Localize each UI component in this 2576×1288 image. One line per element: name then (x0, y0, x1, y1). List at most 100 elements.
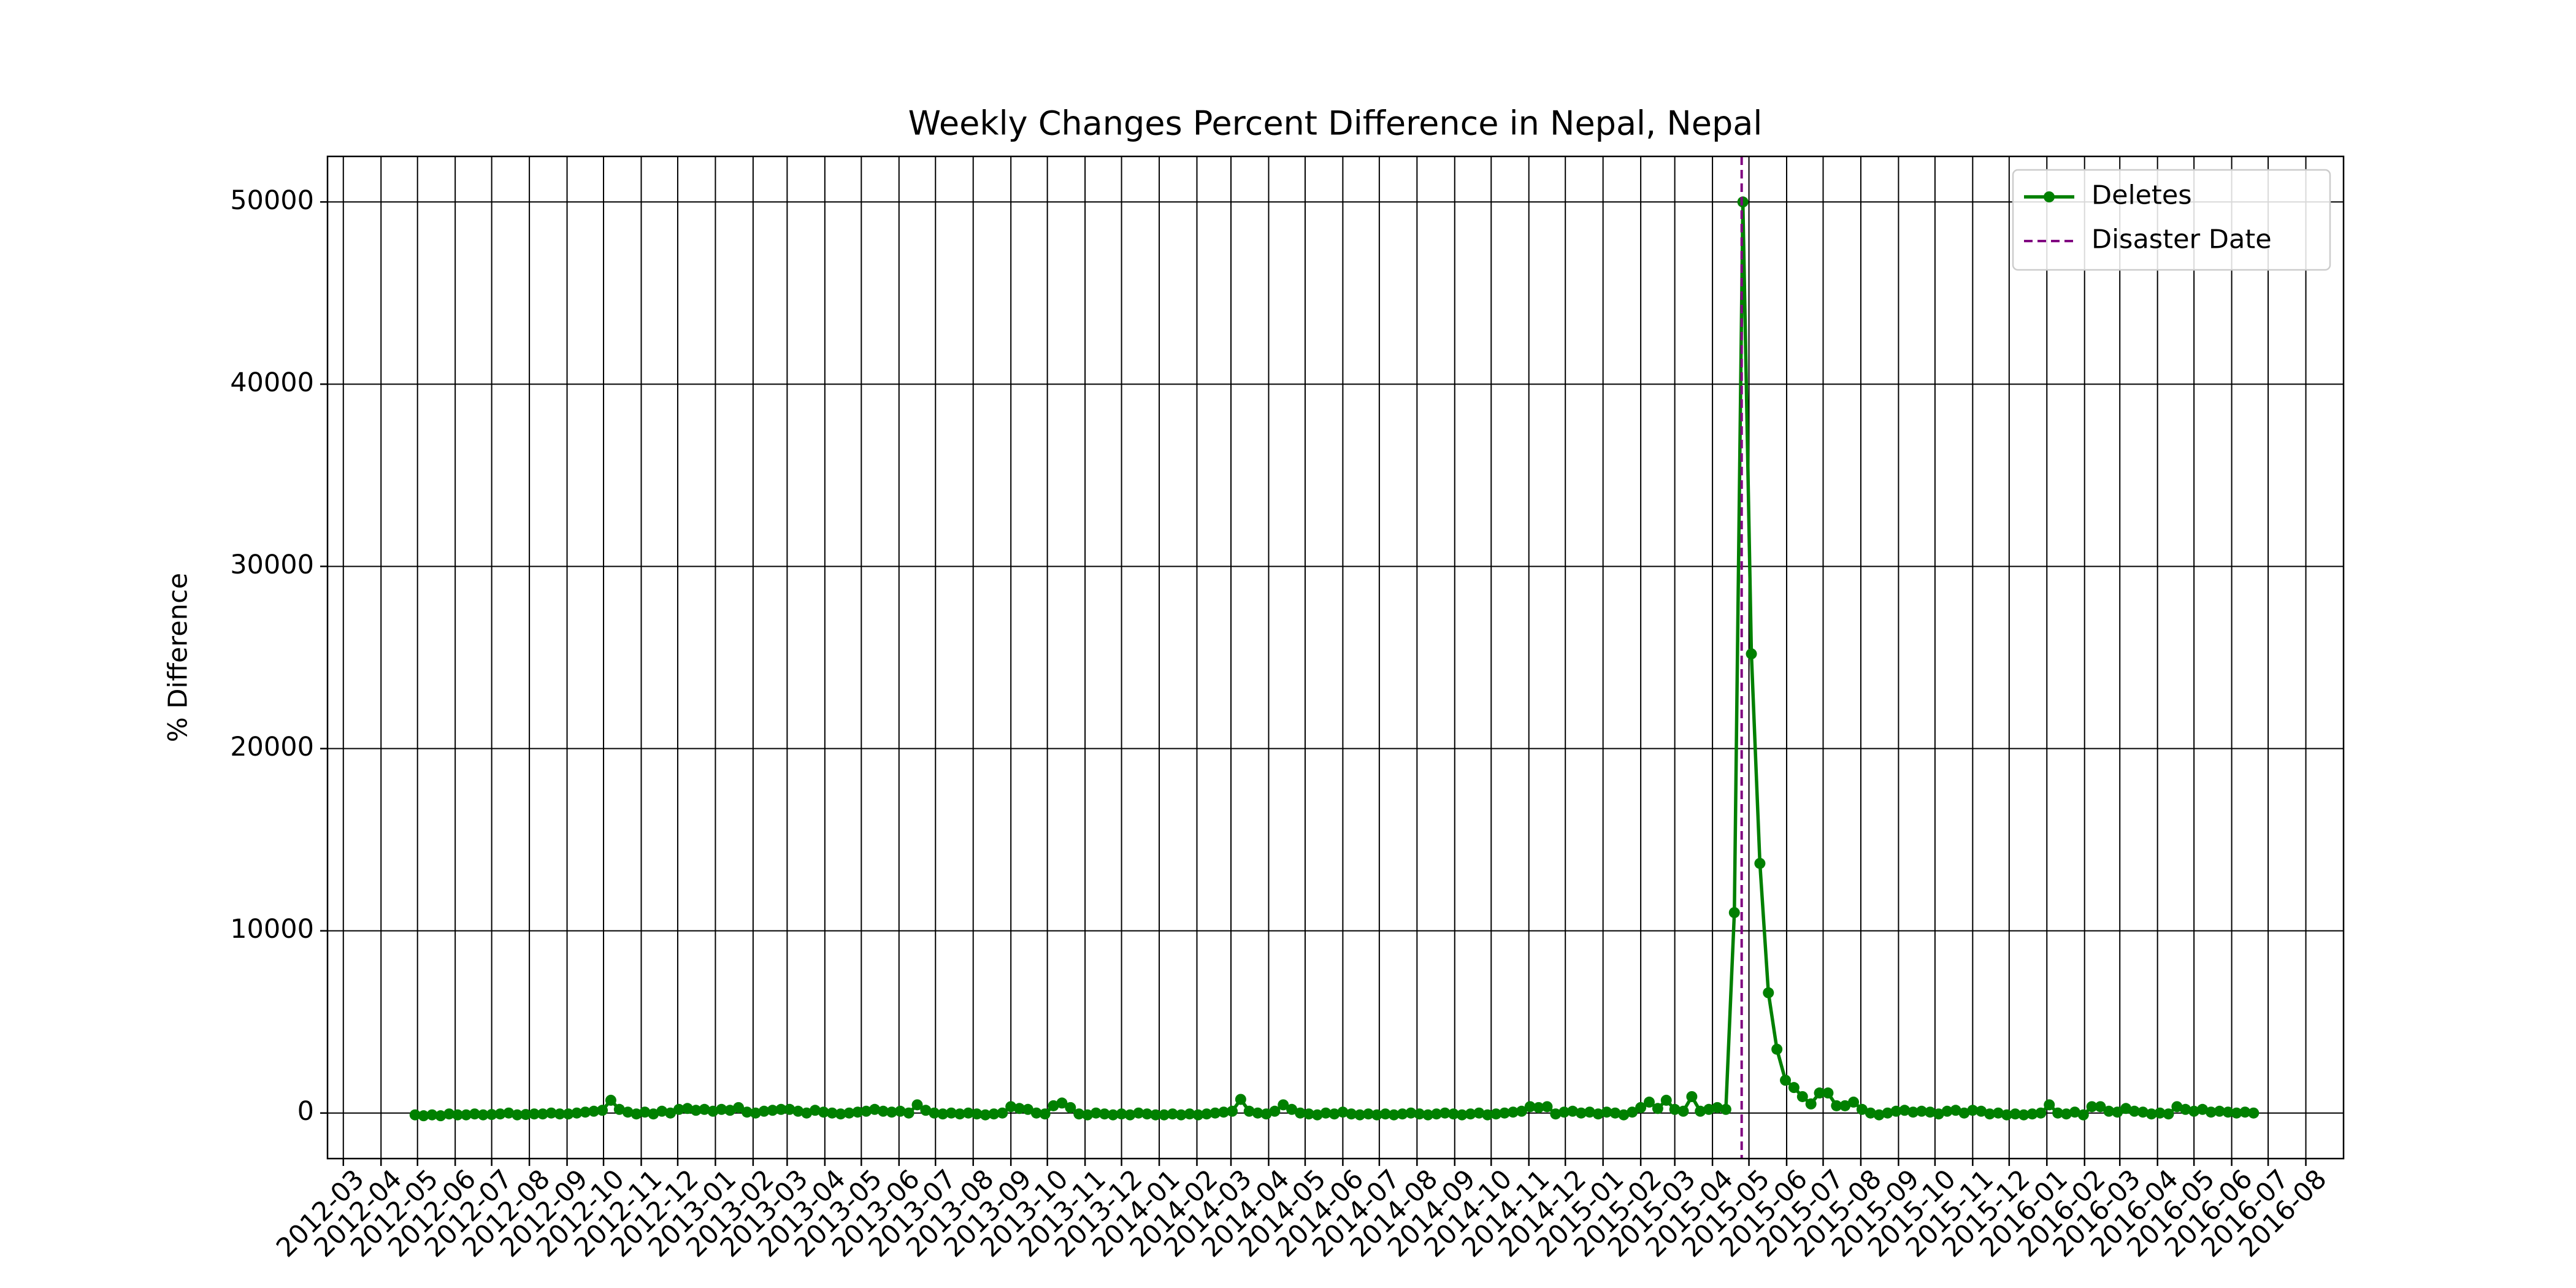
data-point (1456, 1109, 1468, 1121)
data-point (1865, 1107, 1876, 1119)
data-point (1439, 1107, 1451, 1119)
data-point (571, 1107, 583, 1119)
data-point (1158, 1109, 1170, 1121)
data-point (1167, 1108, 1178, 1120)
data-point (758, 1105, 770, 1117)
data-point (1303, 1108, 1314, 1120)
data-point (741, 1106, 753, 1118)
data-point (1065, 1102, 1076, 1113)
data-point (631, 1108, 642, 1120)
data-point (1388, 1109, 1400, 1121)
data-point (545, 1107, 557, 1119)
data-point (1541, 1101, 1553, 1113)
data-point (1116, 1108, 1127, 1120)
data-point (1346, 1108, 1357, 1120)
data-point (2069, 1106, 2080, 1118)
data-point (1243, 1105, 1255, 1117)
data-point (418, 1110, 429, 1122)
data-point (2180, 1103, 2191, 1115)
data-point (1397, 1108, 1408, 1120)
data-point (1609, 1107, 1621, 1119)
y-axis-label: % Difference (163, 573, 194, 742)
y-tick-label: 40000 (230, 367, 314, 398)
data-point (597, 1105, 608, 1116)
data-point (1601, 1106, 1612, 1118)
data-point (1754, 857, 1766, 869)
data-point (979, 1109, 991, 1121)
data-point (878, 1105, 889, 1117)
data-point (613, 1103, 625, 1115)
data-point (605, 1094, 616, 1106)
data-point (1516, 1105, 1527, 1117)
data-point (1660, 1094, 1672, 1106)
data-point (656, 1105, 668, 1117)
data-point (801, 1107, 813, 1119)
data-point (1728, 907, 1740, 918)
data-point (1022, 1103, 1033, 1115)
data-point (861, 1105, 872, 1117)
data-point (1490, 1108, 1502, 1120)
data-point (1073, 1108, 1085, 1120)
data-point (435, 1110, 447, 1122)
chart-title: Weekly Changes Percent Difference in Nep… (908, 104, 1763, 143)
data-point (1014, 1103, 1025, 1114)
data-point (1422, 1109, 1434, 1121)
data-point (1184, 1108, 1195, 1120)
data-point (1669, 1103, 1681, 1115)
data-point (2231, 1107, 2242, 1119)
data-point (1720, 1103, 1731, 1115)
data-point (1507, 1106, 1519, 1118)
data-point (461, 1109, 472, 1121)
data-point (716, 1103, 727, 1115)
data-point (1354, 1109, 1366, 1121)
data-point (835, 1108, 846, 1120)
data-point (1414, 1108, 1425, 1120)
data-point (1286, 1103, 1298, 1115)
data-point (1482, 1109, 1493, 1121)
data-point (1371, 1109, 1382, 1121)
data-point (1967, 1105, 1979, 1116)
data-point (681, 1103, 693, 1114)
data-point (1090, 1107, 1102, 1119)
data-point (2035, 1107, 2047, 1119)
data-point (1958, 1107, 1970, 1119)
y-tick-label: 10000 (230, 914, 314, 945)
data-point (622, 1106, 634, 1118)
data-point (1150, 1109, 1162, 1121)
data-point (1124, 1109, 1136, 1121)
data-point (1703, 1103, 1715, 1115)
data-point (588, 1105, 600, 1117)
data-point (1933, 1108, 1944, 1120)
axes-frame (326, 155, 2345, 1160)
data-point (1039, 1108, 1051, 1120)
data-point (1363, 1108, 1374, 1120)
data-point (2145, 1108, 2157, 1120)
data-point (2214, 1105, 2225, 1117)
data-point (503, 1107, 515, 1119)
data-point (512, 1109, 523, 1121)
data-point (1907, 1106, 1919, 1118)
data-point (809, 1105, 821, 1116)
data-point (554, 1108, 565, 1120)
data-point (775, 1103, 787, 1115)
data-point (2009, 1108, 2021, 1120)
legend-label: Deletes (2091, 180, 2192, 211)
data-point (920, 1105, 932, 1116)
data-point (1226, 1105, 1238, 1117)
data-point (469, 1108, 480, 1120)
y-tick-label: 20000 (230, 732, 314, 762)
data-point (699, 1103, 710, 1115)
data-point (1141, 1108, 1153, 1120)
data-point (1899, 1105, 1911, 1116)
data-point (477, 1109, 489, 1121)
data-point (1976, 1105, 1987, 1117)
data-point (494, 1108, 506, 1120)
data-point (971, 1108, 983, 1120)
data-point (1473, 1107, 1485, 1119)
data-point (2112, 1106, 2123, 1118)
data-point (2205, 1106, 2217, 1118)
data-point (954, 1108, 965, 1120)
data-point (1030, 1107, 1042, 1119)
data-point (2163, 1108, 2174, 1120)
data-point (2120, 1103, 2132, 1114)
